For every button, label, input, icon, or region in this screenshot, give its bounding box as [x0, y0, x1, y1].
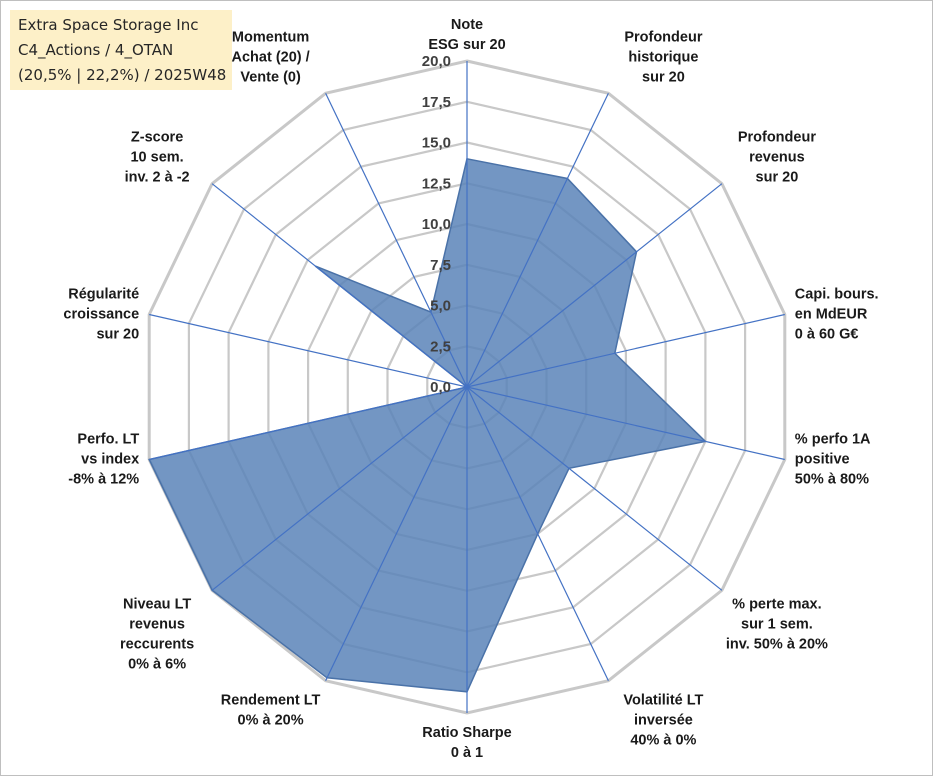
axis-spoke: [466, 386, 609, 681]
axis-label: Profondeur revenus sur 20: [738, 130, 816, 186]
axis-label: Profondeur historique sur 20: [624, 29, 702, 85]
axis-label-line: sur 20: [642, 69, 685, 85]
axis-label-line: % perfo 1A: [795, 432, 871, 448]
axis-label: Régularité croissance sur 20: [63, 287, 139, 343]
axis-label: Niveau LT revenus reccurents 0% à 6%: [120, 596, 194, 672]
series-area: [148, 157, 707, 693]
axis-label-line: % perte max.: [732, 596, 821, 612]
axis-label-line: Vente (0): [240, 69, 301, 85]
portfolio-label: C4_Actions / 4_OTAN: [18, 41, 174, 59]
axis-label-line: revenus: [749, 150, 805, 166]
tick-label: 15,0: [422, 135, 451, 152]
radar-axis-labels: Note ESG sur 20 Profondeur historique sur 20…: [63, 17, 878, 761]
axis-label-line: Régularité: [68, 287, 139, 303]
axis-label-line: 10 sem.: [130, 150, 183, 166]
tick-label: 17,5: [422, 94, 451, 111]
axis-label: Rendement LT 0% à 20%: [221, 693, 321, 729]
axis-label-line: positive: [795, 452, 850, 468]
axis-label-line: -8% à 12%: [68, 472, 139, 488]
axis-label-line: historique: [628, 49, 698, 65]
axis-spoke: [466, 313, 785, 388]
axis-label-line: vs index: [81, 452, 139, 468]
axis-label-line: en MdEUR: [795, 307, 868, 323]
axis-label-line: ESG sur 20: [428, 37, 505, 53]
axis-label-line: Capi. bours.: [795, 287, 879, 303]
axis-label: Note ESG sur 20: [428, 17, 505, 53]
axis-label-line: inversée: [634, 713, 693, 729]
axis-label-line: 40% à 0%: [630, 733, 696, 749]
axis-label-line: 50% à 80%: [795, 472, 869, 488]
axis-label-line: Profondeur: [624, 29, 702, 45]
axis-label-line: Perfo. LT: [77, 432, 139, 448]
axis-label-line: Niveau LT: [123, 596, 191, 612]
axis-label: Ratio Sharpe 0 à 1: [422, 725, 511, 761]
tick-label: 2,5: [430, 338, 451, 355]
radar-ticks: 0,0 2,5 5,0 7,5 10,0 12,5 15,0 17,5 20,0: [422, 53, 451, 396]
axis-label: Capi. bours. en MdEUR 0 à 60 G€: [795, 287, 879, 343]
axis-label-line: 0% à 20%: [238, 713, 304, 729]
axis-spoke: [211, 386, 468, 591]
axis-spoke: [149, 313, 468, 388]
axis-label-line: Ratio Sharpe: [422, 725, 511, 741]
axis-spoke: [211, 183, 468, 388]
tick-label: 7,5: [430, 257, 451, 274]
axis-label-line: sur 20: [96, 327, 139, 343]
axis-spoke: [149, 386, 468, 461]
axis-spoke: [466, 183, 723, 388]
axis-label: % perte max. sur 1 sem. inv. 50% à 20%: [726, 596, 828, 652]
tick-label: 5,0: [430, 298, 451, 315]
axis-label: Z-score 10 sem. inv. 2 à -2: [125, 130, 190, 186]
axis-label-line: Achat (20) /: [232, 49, 310, 65]
axis-label-line: 0% à 6%: [128, 656, 186, 672]
axis-label-line: inv. 50% à 20%: [726, 636, 828, 652]
axis-label-line: Momentum: [232, 29, 309, 45]
axis-label-line: Rendement LT: [221, 693, 321, 709]
axis-label-line: Profondeur: [738, 130, 816, 146]
tick-label: 10,0: [422, 216, 451, 233]
axis-spoke: [325, 386, 468, 681]
axis-label-line: inv. 2 à -2: [125, 170, 190, 186]
axis-label: Perfo. LT vs index -8% à 12%: [68, 432, 139, 488]
axis-label: Volatilité LT inversée 40% à 0%: [623, 693, 703, 749]
tick-label: 0,0: [430, 379, 451, 396]
axis-label-line: sur 20: [756, 170, 799, 186]
radar-axes: [149, 61, 785, 713]
axis-spoke: [325, 93, 468, 388]
period-label: (20,5% | 22,2%) / 2025W48: [18, 66, 227, 84]
axis-label-line: Volatilité LT: [623, 693, 703, 709]
radar-series: [148, 157, 707, 693]
axis-label-line: sur 1 sem.: [741, 616, 813, 632]
axis-label-line: Z-score: [131, 130, 183, 146]
axis-label: Momentum Achat (20) / Vente (0): [232, 29, 310, 85]
axis-spoke: [466, 386, 785, 461]
axis-label-line: 0 à 1: [451, 745, 483, 761]
axis-spoke: [466, 386, 723, 591]
axis-label: % perfo 1A positive 50% à 80%: [795, 432, 871, 488]
axis-label-line: 0 à 60 G€: [795, 327, 859, 343]
chart-title-box: Extra Space Storage Inc C4_Actions / 4_O…: [10, 10, 232, 90]
axis-spoke: [466, 93, 609, 388]
company-name: Extra Space Storage Inc: [18, 16, 199, 34]
tick-label: 20,0: [422, 53, 451, 70]
axis-label-line: revenus: [129, 616, 185, 632]
axis-label-line: croissance: [63, 307, 139, 323]
tick-label: 12,5: [422, 175, 451, 192]
axis-label-line: reccurents: [120, 636, 194, 652]
axis-label-line: Note: [451, 17, 483, 33]
